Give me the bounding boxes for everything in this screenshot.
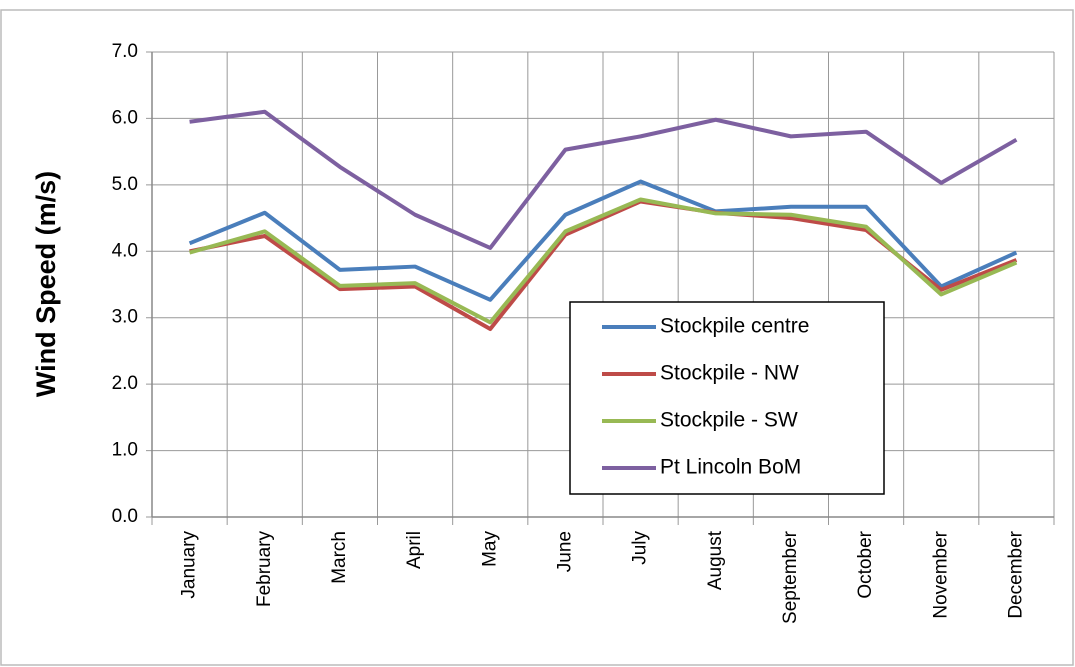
y-tick-label: 6.0: [112, 107, 138, 128]
legend-label: Pt Lincoln BoM: [660, 456, 801, 479]
legend-label: Stockpile centre: [660, 315, 809, 338]
x-tick-label: February: [254, 531, 275, 608]
x-tick-label: May: [479, 531, 500, 567]
x-tick-label: April: [404, 531, 425, 569]
x-tick-label: November: [930, 530, 951, 618]
y-tick-label: 5.0: [112, 174, 138, 195]
x-tick-label: March: [329, 531, 350, 584]
series-line: [188, 179, 1018, 302]
x-tick-label: January: [179, 531, 200, 599]
y-tick-label: 7.0: [112, 41, 138, 62]
x-tick-label: September: [780, 530, 801, 624]
series-line: [189, 109, 1018, 250]
y-tick-label: 2.0: [112, 373, 138, 394]
x-tick-label: December: [1005, 530, 1026, 618]
y-axis-label: Wind Speed (m/s): [31, 171, 61, 397]
y-tick-label: 1.0: [112, 440, 138, 461]
x-tick-label: June: [554, 531, 575, 572]
y-tick-label: 3.0: [112, 307, 138, 328]
y-tick-label: 0.0: [112, 506, 138, 527]
x-tick-label: July: [630, 531, 651, 565]
x-tick-label: October: [855, 530, 876, 598]
legend-label: Stockpile - NW: [660, 362, 799, 385]
series-line: [189, 197, 1018, 325]
x-tick-label: August: [705, 530, 726, 590]
legend-box: [569, 301, 885, 495]
legend-label: Stockpile - SW: [660, 409, 798, 432]
chart-border: [0, 9, 1074, 666]
y-tick-label: 4.0: [112, 240, 138, 261]
